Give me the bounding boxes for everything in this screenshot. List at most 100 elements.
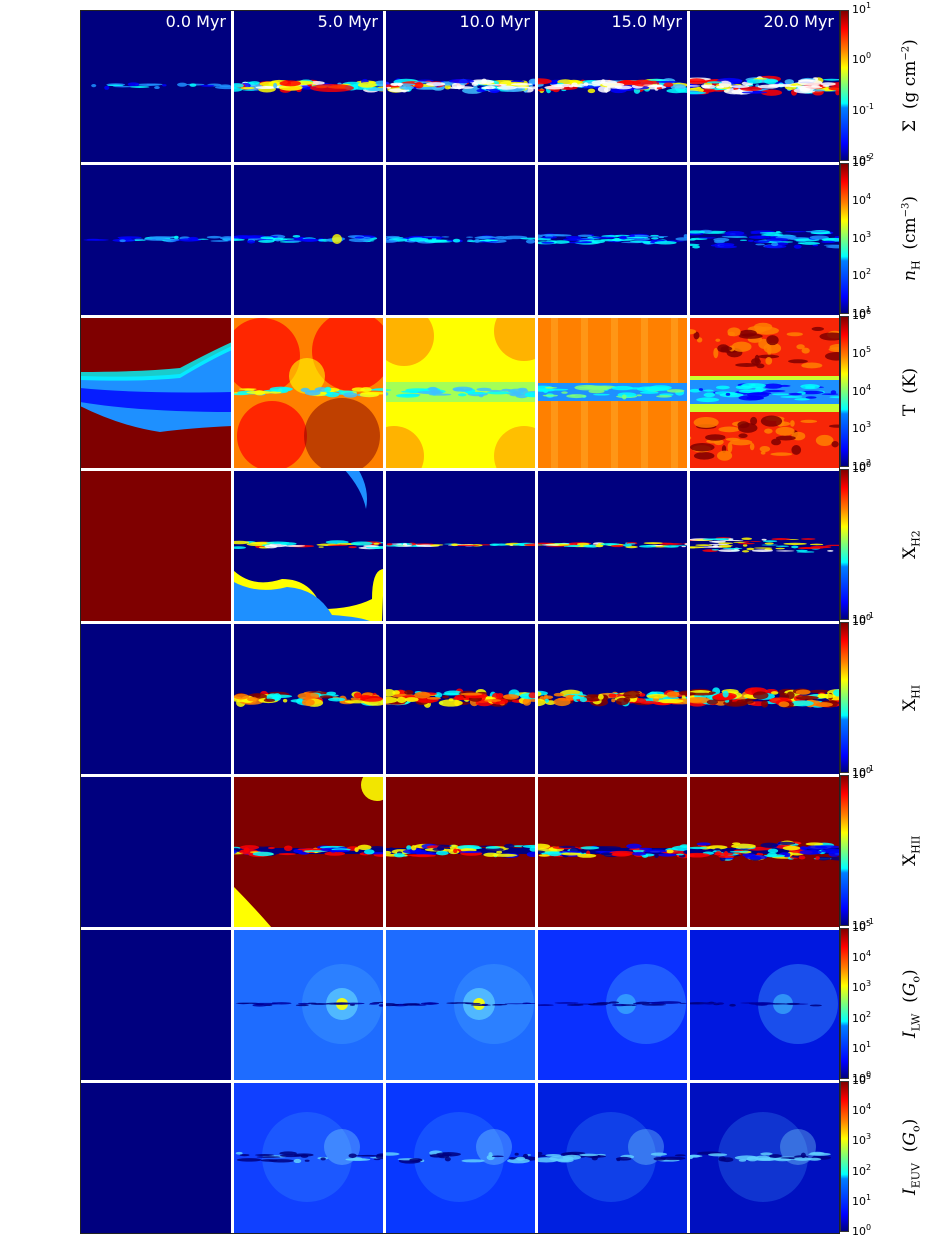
row-separator <box>80 315 840 318</box>
colorbar-label: nH (cm−3) <box>900 195 923 281</box>
colorbar-tick-label: 100 <box>852 51 872 67</box>
simulation-map <box>688 775 840 928</box>
colorbar-tick-label: 10-2 <box>852 152 874 167</box>
panel-XHI-t0 <box>80 622 232 775</box>
colorbar-label: ILW (Go) <box>900 969 923 1038</box>
row-separator <box>80 468 840 471</box>
panel-XH2-t4 <box>688 469 840 622</box>
panel-IEUV-t0 <box>80 1081 232 1234</box>
colorbar-tick-label: 104 <box>852 191 872 207</box>
simulation-map <box>688 1081 840 1234</box>
colorbar-tick-label: 103 <box>852 979 872 995</box>
colorbar-tick-label: 101 <box>852 1039 872 1055</box>
panel-Sigma-t3: 15.0 Myr <box>536 10 688 163</box>
colorbar-tick-label: 104 <box>852 1102 872 1118</box>
colorbar-tick-label: 102 <box>852 1009 872 1025</box>
simulation-map <box>384 163 536 316</box>
colorbar-tick-label: 104 <box>852 382 872 398</box>
simulation-map <box>536 1081 688 1234</box>
simulation-map <box>536 10 688 163</box>
simulation-map <box>80 775 232 928</box>
simulation-map <box>232 10 384 163</box>
simulation-map <box>536 775 688 928</box>
time-label: 5.0 Myr <box>317 12 378 31</box>
colorbar-tick-label: 105 <box>852 154 872 169</box>
simulation-map <box>80 163 232 316</box>
simulation-map <box>80 469 232 622</box>
panel-XHII-t2 <box>384 775 536 928</box>
simulation-map <box>232 775 384 928</box>
row-separator <box>80 927 840 930</box>
panel-T-t1 <box>232 316 384 469</box>
panel-Sigma-t4: 20.0 Myr <box>688 10 840 163</box>
simulation-map <box>232 622 384 775</box>
colorbar-Sigma <box>840 10 849 161</box>
simulation-map <box>536 316 688 469</box>
colorbar-XHI <box>840 622 849 773</box>
colorbar-T <box>840 316 849 467</box>
simulation-map <box>232 163 384 316</box>
simulation-map <box>80 622 232 775</box>
panel-Sigma-t1: 5.0 Myr <box>232 10 384 163</box>
colorbar-XH2 <box>840 469 849 620</box>
colorbar-label: XH2 <box>900 530 923 559</box>
row-separator <box>80 621 840 624</box>
panel-XHII-t4 <box>688 775 840 928</box>
colorbar-tick-label: 10-1 <box>852 101 874 117</box>
panel-XHI-t4 <box>688 622 840 775</box>
row-separator <box>80 162 840 165</box>
time-label: 15.0 Myr <box>611 12 682 31</box>
panel-ILW-t3 <box>536 928 688 1081</box>
panel-IEUV-t1 <box>232 1081 384 1234</box>
colorbar-ILW <box>840 928 849 1079</box>
colorbar-tick-label: 100 <box>852 1223 872 1238</box>
panel-Sigma-t0: 0.0 Myr <box>80 10 232 163</box>
panel-Sigma-t2: 10.0 Myr <box>384 10 536 163</box>
colorbar-tick-label: 100 <box>852 613 872 628</box>
panel-ILW-t1 <box>232 928 384 1081</box>
panel-XHI-t1 <box>232 622 384 775</box>
colorbar-label: T (K) <box>900 367 920 416</box>
colorbar-tick-label: 104 <box>852 949 872 965</box>
panel-nH-t1 <box>232 163 384 316</box>
simulation-map <box>688 163 840 316</box>
colorbar-tick-label: 101 <box>852 1192 872 1208</box>
colorbar-tick-label: 100 <box>852 766 872 781</box>
colorbar-label: Σ (g cm−2) <box>900 39 920 132</box>
panel-XHII-t0 <box>80 775 232 928</box>
simulation-map <box>688 622 840 775</box>
colorbar-tick-label: 105 <box>852 1072 872 1087</box>
panel-nH-t2 <box>384 163 536 316</box>
colorbar-tick-label: 103 <box>852 420 872 436</box>
colorbar-tick-label: 10-1 <box>852 917 874 932</box>
simulation-map <box>384 928 536 1081</box>
simulation-map <box>80 928 232 1081</box>
panel-XHII-t3 <box>536 775 688 928</box>
panel-nH-t4 <box>688 163 840 316</box>
panel-XHI-t2 <box>384 622 536 775</box>
colorbar-tick-label: 10-1 <box>852 611 874 626</box>
row-separator <box>80 1080 840 1083</box>
panel-ILW-t0 <box>80 928 232 1081</box>
simulation-map <box>688 316 840 469</box>
colorbar-tick-label: 105 <box>852 919 872 934</box>
row-separator <box>80 774 840 777</box>
panel-XH2-t0 <box>80 469 232 622</box>
simulation-map <box>536 622 688 775</box>
colorbar-IEUV <box>840 1081 849 1232</box>
panel-IEUV-t3 <box>536 1081 688 1234</box>
panel-grid: 0.0 Myr 5.0 Myr 10.0 Myr 15.0 Myr 20.0 Myr <box>80 10 840 1234</box>
panel-T-t0 <box>80 316 232 469</box>
simulation-map <box>384 316 536 469</box>
colorbar-tick-label: 103 <box>852 1132 872 1148</box>
simulation-map <box>232 1081 384 1234</box>
time-label: 0.0 Myr <box>165 12 226 31</box>
simulation-map <box>384 469 536 622</box>
panel-ILW-t4 <box>688 928 840 1081</box>
colorbar-label: IEUV (Go) <box>900 1118 923 1195</box>
colorbar-tick-label: 100 <box>852 460 872 475</box>
colorbar-nH <box>840 163 849 314</box>
panel-IEUV-t2 <box>384 1081 536 1234</box>
simulation-map <box>232 316 384 469</box>
colorbar-XHII <box>840 775 849 926</box>
